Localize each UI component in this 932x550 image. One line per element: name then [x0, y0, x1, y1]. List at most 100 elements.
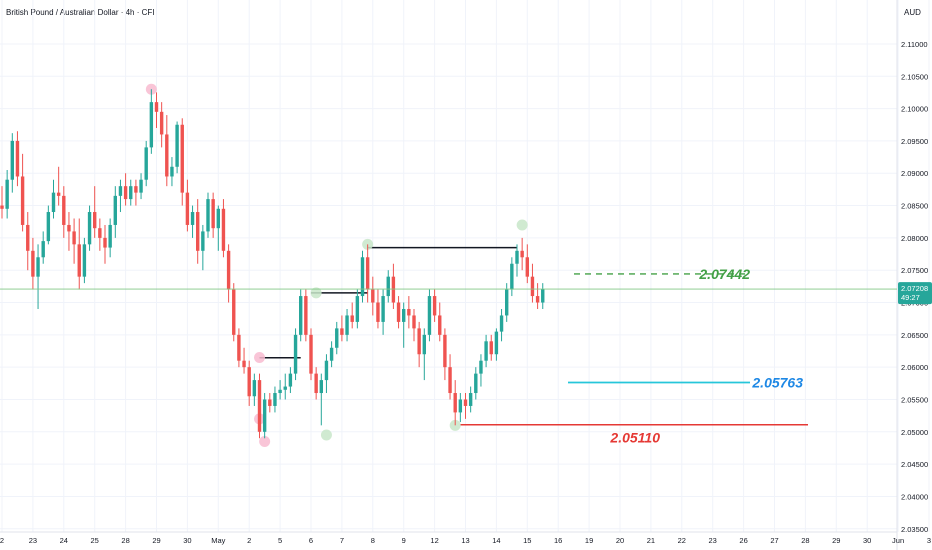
candles: [0, 89, 545, 439]
price-tag-price: 2.07208: [901, 284, 928, 293]
x-tick-label: 15: [523, 536, 531, 545]
candle-body: [62, 195, 66, 225]
candle-body: [448, 367, 452, 394]
candle-body: [149, 102, 154, 148]
swing-marker: [254, 351, 265, 363]
swing-marker: [310, 287, 322, 299]
price-tag-countdown: 49:27: [901, 293, 920, 302]
y-tick-label: 2.04500: [901, 460, 928, 469]
candle-body: [340, 328, 344, 335]
y-tick-label: 2.08500: [901, 202, 928, 211]
candle-body: [324, 360, 329, 381]
candle-body: [525, 257, 529, 277]
candle-body: [87, 212, 92, 245]
x-tick-label: 14: [492, 536, 500, 545]
y-tick-label: 2.07500: [901, 266, 928, 275]
y-tick-label: 2.08000: [901, 234, 928, 243]
candle-body: [299, 296, 303, 335]
candle-body: [159, 111, 164, 135]
candle-body: [237, 334, 241, 361]
candle-body: [463, 399, 468, 406]
candle-body: [474, 373, 478, 394]
candle-body: [422, 334, 426, 355]
candle-body: [499, 315, 504, 332]
candle-body: [484, 341, 488, 361]
x-tick-label: May: [211, 536, 225, 545]
currency-label[interactable]: AUD: [904, 8, 921, 17]
target-level-label: 2.07442: [698, 266, 750, 282]
x-tick-label: 23: [709, 536, 717, 545]
candle-body: [402, 308, 406, 322]
x-tick-label: 5: [278, 536, 282, 545]
candle-body: [396, 302, 401, 322]
candle-body: [10, 140, 14, 180]
candle-body: [206, 199, 210, 232]
candle-body: [391, 276, 396, 303]
candle-body: [201, 231, 205, 251]
candle-body: [221, 208, 226, 251]
candle-body: [530, 276, 535, 297]
swing-markers: [145, 83, 528, 448]
x-tick-label: 6: [309, 536, 313, 545]
candle-body: [360, 257, 365, 297]
candle-body: [98, 228, 102, 238]
candle-body: [329, 347, 334, 361]
level-labels: 2.07442 2.05763 2.05110: [609, 266, 803, 446]
y-tick-label: 2.03500: [901, 525, 928, 534]
x-tick-label: 29: [152, 536, 160, 545]
candle-body: [365, 257, 370, 290]
x-tick-label: 23: [29, 536, 37, 545]
candle-body: [67, 224, 71, 232]
candle-body: [520, 250, 524, 258]
candle-body: [355, 296, 360, 322]
candle-body: [535, 296, 540, 303]
x-tick-label: 2: [0, 536, 4, 545]
candle-body: [262, 399, 267, 432]
candle-body: [371, 289, 375, 303]
candle-body: [427, 296, 432, 335]
x-tick-label: 22: [678, 536, 686, 545]
candle-body: [432, 296, 437, 316]
candle-body: [123, 186, 128, 200]
swing-marker: [320, 429, 332, 441]
y-tick-label: 2.05000: [901, 428, 928, 437]
candle-body: [129, 186, 133, 200]
x-tick-label: 16: [554, 536, 562, 545]
candle-body: [319, 380, 323, 394]
candle-body: [196, 212, 200, 251]
chart-title: British Pound / Australian Dollar · 4h ·…: [6, 8, 155, 17]
y-tick-label: 2.04000: [901, 492, 928, 501]
candle-body: [216, 208, 220, 229]
candle-body: [46, 212, 51, 242]
candle-body: [453, 393, 457, 413]
candle-body: [494, 331, 499, 355]
candle-body: [15, 140, 20, 177]
candle-body: [175, 124, 179, 167]
candle-body: [5, 179, 9, 209]
horizontal-levels: [460, 273, 808, 426]
candle-body: [288, 373, 293, 387]
candle-body: [93, 212, 97, 229]
candle-body: [443, 334, 447, 368]
candle-body: [82, 244, 87, 277]
x-tick-label: 20: [616, 536, 624, 545]
candle-body: [144, 147, 148, 180]
candle-body: [252, 380, 257, 397]
candle-body: [185, 192, 190, 225]
x-tick-label: 30: [863, 536, 871, 545]
x-tick-label: Jun: [892, 536, 904, 545]
candle-body: [489, 341, 493, 355]
candle-body: [232, 289, 236, 335]
x-tick-label: 8: [371, 536, 375, 545]
candle-body: [36, 257, 40, 277]
x-tick-label: 29: [832, 536, 840, 545]
candle-body: [541, 289, 545, 303]
candle-body: [438, 315, 442, 335]
candle-body: [118, 186, 123, 196]
candle-body: [211, 199, 215, 229]
candle-body: [458, 399, 463, 413]
x-tick-label: 3: [927, 536, 931, 545]
swing-marker: [516, 219, 528, 231]
